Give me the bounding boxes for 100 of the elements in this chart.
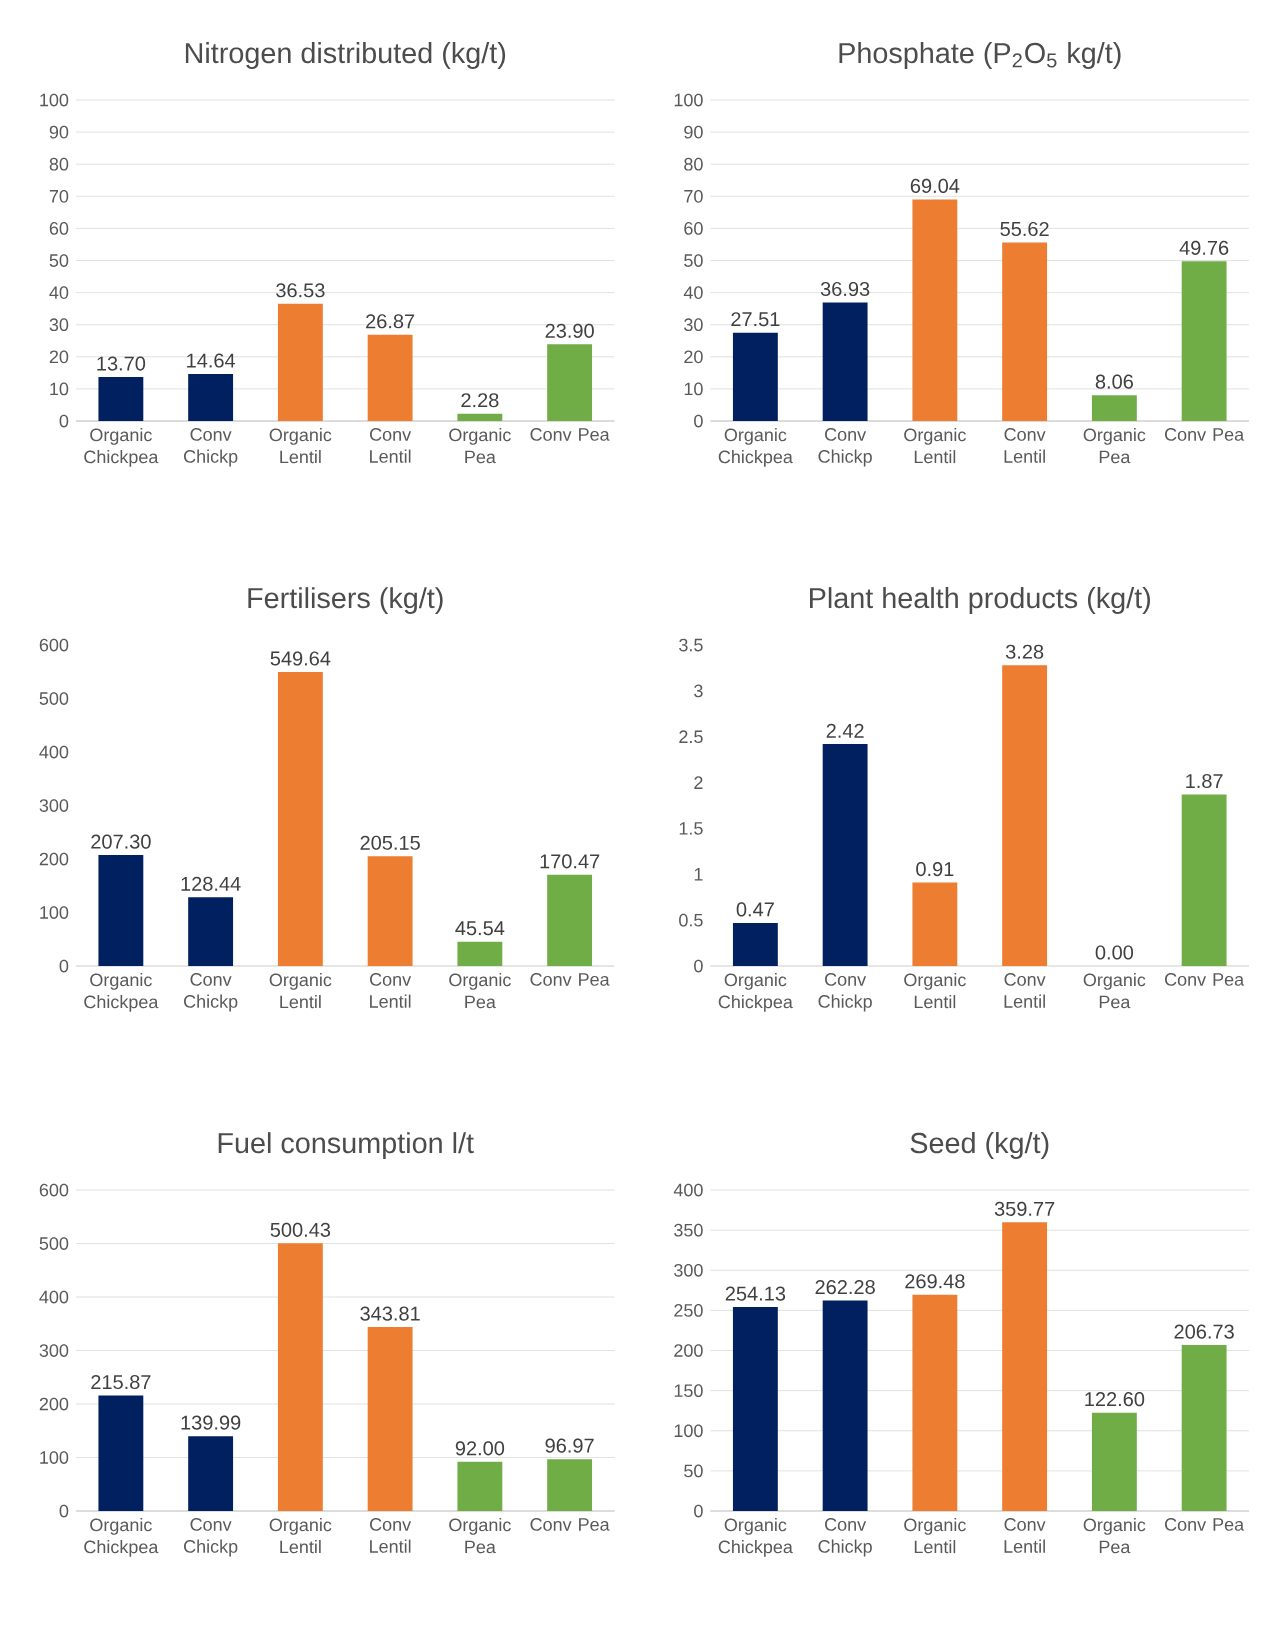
bar	[822, 744, 868, 967]
data-label: 359.77	[994, 1201, 1055, 1216]
data-label: 206.73	[1174, 1324, 1234, 1339]
y-tick-label: 2	[694, 776, 703, 789]
y-tick-label: 60	[684, 222, 703, 235]
data-label: 3.28	[1005, 644, 1044, 659]
bar	[732, 332, 778, 422]
bar	[98, 855, 144, 967]
data-label: 14.64	[187, 353, 236, 368]
bar	[457, 941, 503, 967]
chart-title: Fuel consumption l/t	[218, 1132, 474, 1159]
x-tick-label: Conv Chickp	[818, 1518, 872, 1557]
x-tick-label: Conv Lentil	[370, 973, 412, 1008]
x-tick-label: Conv Lentil	[1004, 1518, 1046, 1553]
y-tick-label: 200	[39, 852, 69, 866]
y-tick-label: 500	[39, 1237, 69, 1250]
bar	[1181, 794, 1227, 967]
x-tick-label: Organic Lentil	[269, 428, 332, 464]
data-label: 92.00	[455, 1441, 505, 1456]
x-tick-label: Conv Lentil	[1004, 428, 1046, 463]
x-tick-label: Organic Lentil	[269, 1518, 332, 1554]
data-label: 269.48	[905, 1274, 965, 1289]
data-label: 36.93	[820, 281, 870, 297]
bar	[732, 922, 778, 967]
data-label: 96.97	[545, 1438, 594, 1453]
x-tick-label: Conv Pea	[530, 973, 610, 986]
bar	[457, 1461, 503, 1512]
chart-title: Seed (kg/t)	[910, 1132, 1049, 1159]
y-tick-label: 80	[684, 157, 703, 171]
y-tick-label: 50	[49, 254, 69, 267]
x-tick-label: Organic Pea	[449, 428, 511, 464]
chart-title: Nitrogen distributed (kg/t)	[185, 42, 506, 69]
y-tick-label: 100	[40, 906, 69, 919]
y-tick-label: 0.5	[679, 913, 703, 927]
bar	[1091, 1412, 1137, 1512]
data-label: 23.90	[545, 323, 594, 338]
bar	[367, 1327, 413, 1512]
data-label: 343.81	[360, 1306, 420, 1321]
y-tick-label: 70	[684, 189, 703, 203]
y-tick-label: 20	[49, 350, 69, 364]
y-tick-label: 1.5	[679, 822, 703, 835]
y-tick-label: 0	[694, 1504, 703, 1518]
data-label: 49.76	[1179, 240, 1229, 255]
bar	[822, 302, 868, 422]
data-label: 2.42	[826, 723, 864, 738]
y-tick-label: 100	[674, 1424, 703, 1438]
bar	[912, 1294, 958, 1512]
bar	[277, 671, 323, 967]
bar	[367, 334, 413, 422]
data-label: 549.64	[270, 651, 331, 666]
x-tick-label: Organic Pea	[1083, 1518, 1146, 1554]
data-label: 262.28	[815, 1279, 875, 1295]
y-tick-label: 100	[40, 1451, 69, 1464]
bar	[1181, 1345, 1227, 1512]
y-tick-label: 1	[694, 868, 703, 881]
x-tick-label: Conv Chickp	[184, 973, 238, 1012]
bar	[277, 1243, 323, 1512]
y-tick-label: 0	[59, 1504, 69, 1518]
data-label: 26.87	[366, 314, 415, 329]
x-tick-label: Conv Pea	[1165, 1518, 1245, 1531]
y-tick-label: 0	[59, 959, 69, 973]
data-label: 13.70	[97, 356, 146, 371]
y-tick-label: 350	[674, 1223, 703, 1237]
y-tick-label: 90	[49, 125, 69, 139]
y-tick-label: 200	[39, 1397, 69, 1411]
data-label: 55.62	[1000, 221, 1049, 237]
x-tick-label: Organic Chickpea	[84, 1518, 159, 1557]
y-tick-label: 2.5	[679, 730, 703, 744]
bar	[98, 377, 144, 422]
y-tick-label: 10	[50, 382, 69, 396]
x-tick-label: Conv Chickp	[184, 428, 238, 467]
y-tick-label: 400	[39, 1290, 69, 1304]
x-tick-label: Organic Lentil	[904, 428, 966, 464]
y-tick-label: 500	[39, 692, 69, 705]
bar	[1002, 242, 1048, 422]
bar	[822, 1300, 868, 1512]
bar	[547, 1459, 593, 1512]
y-tick-label: 600	[39, 638, 69, 652]
data-label: 45.54	[455, 921, 505, 936]
x-tick-label: Conv Pea	[530, 1518, 610, 1531]
y-tick-label: 400	[39, 745, 69, 759]
x-tick-label: Organic Chickpea	[84, 428, 159, 467]
data-label: 0.00	[1095, 945, 1134, 960]
y-tick-label: 100	[40, 93, 69, 107]
data-label: 8.06	[1095, 374, 1133, 389]
y-tick-label: 20	[684, 350, 703, 364]
y-tick-label: 3	[694, 684, 703, 698]
x-tick-label: Conv Lentil	[370, 1518, 412, 1553]
y-tick-label: 30	[49, 318, 69, 332]
bar	[1002, 1222, 1048, 1512]
data-label: 139.99	[181, 1415, 241, 1430]
y-tick-label: 50	[684, 254, 703, 267]
x-tick-label: Conv Lentil	[370, 428, 412, 463]
data-label: 170.47	[540, 854, 600, 869]
y-tick-label: 0	[694, 959, 703, 973]
bar	[188, 1436, 234, 1512]
y-tick-label: 0	[59, 414, 69, 428]
y-tick-label: 250	[674, 1304, 703, 1317]
chart-title: Fertilisers (kg/t)	[248, 587, 443, 614]
bar	[188, 374, 234, 422]
